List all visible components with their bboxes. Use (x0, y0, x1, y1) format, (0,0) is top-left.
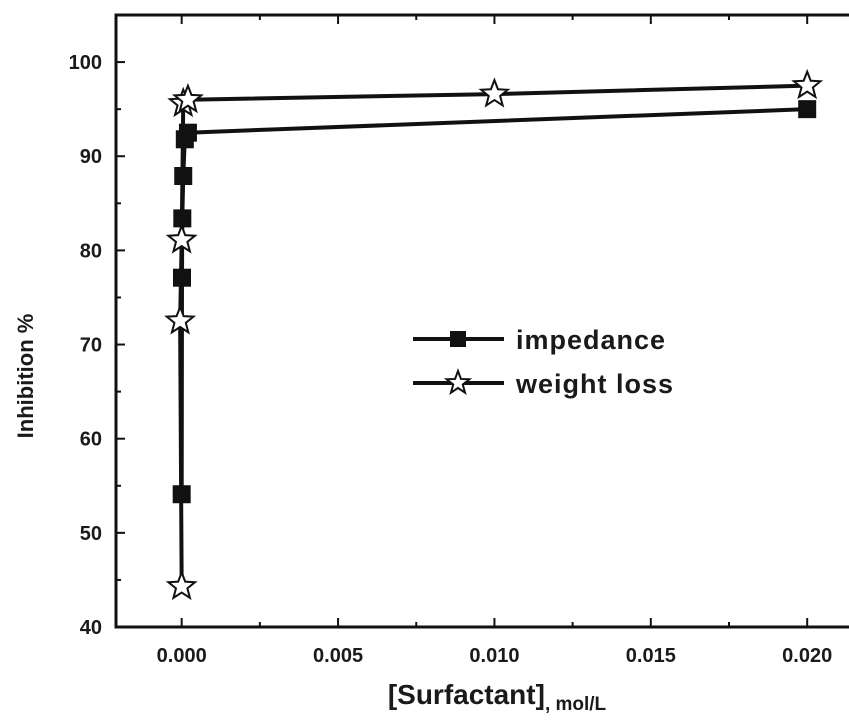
weight-loss-point (478, 77, 511, 108)
axis-ticks (116, 15, 809, 628)
y-tick-label: 40 (80, 617, 102, 639)
y-tick-label: 80 (80, 240, 102, 262)
impedance-point (172, 485, 191, 504)
legend-marker-impedance (450, 331, 466, 347)
x-tick-label: 0.015 (626, 645, 676, 667)
impedance-point (798, 100, 817, 119)
y-tick-label: 70 (80, 335, 102, 357)
impedance-point (174, 167, 193, 186)
series-markers (164, 68, 824, 601)
legend-star-shape (443, 368, 473, 396)
x-tick-label: 0.005 (313, 645, 363, 667)
y-tick-label: 50 (80, 523, 102, 545)
series-line-1 (178, 83, 808, 587)
weight-loss-point (165, 569, 198, 601)
x-tick-label: 0.000 (157, 645, 207, 667)
weight-loss-point (165, 223, 198, 254)
impedance-point (173, 209, 192, 228)
impedance-point (178, 123, 197, 142)
legend-label-weight-loss: weight loss (515, 369, 674, 399)
y-tick-label: 90 (80, 146, 102, 168)
weight-loss-point (171, 82, 204, 114)
x-tick-label: 0.010 (469, 645, 519, 667)
tick-labels: 0.000 0.005 0.010 0.015 0.020 40 50 60 70 80 90 100 (69, 52, 833, 667)
x-axis-title: [Surfactant], mol/L (388, 679, 607, 715)
x-axis-unit: , mol/L (545, 694, 607, 715)
weight-loss-point (164, 304, 197, 335)
legend-label-impedance: impedance (516, 325, 666, 355)
plot-frame (114, 13, 849, 629)
x-axis-label: [Surfactant] (388, 679, 545, 710)
legend: impedance weight loss (413, 325, 674, 399)
y-tick-label: 100 (69, 52, 102, 74)
impedance-point (172, 268, 191, 287)
y-axis-label: Inhibition % (13, 314, 38, 439)
series-lines (178, 83, 808, 587)
x-tick-label: 0.020 (782, 645, 832, 667)
y-tick-label: 60 (80, 429, 102, 451)
weight-loss-point (791, 68, 824, 100)
legend-marker-weight-loss (443, 368, 473, 396)
series-line-0 (179, 107, 808, 495)
